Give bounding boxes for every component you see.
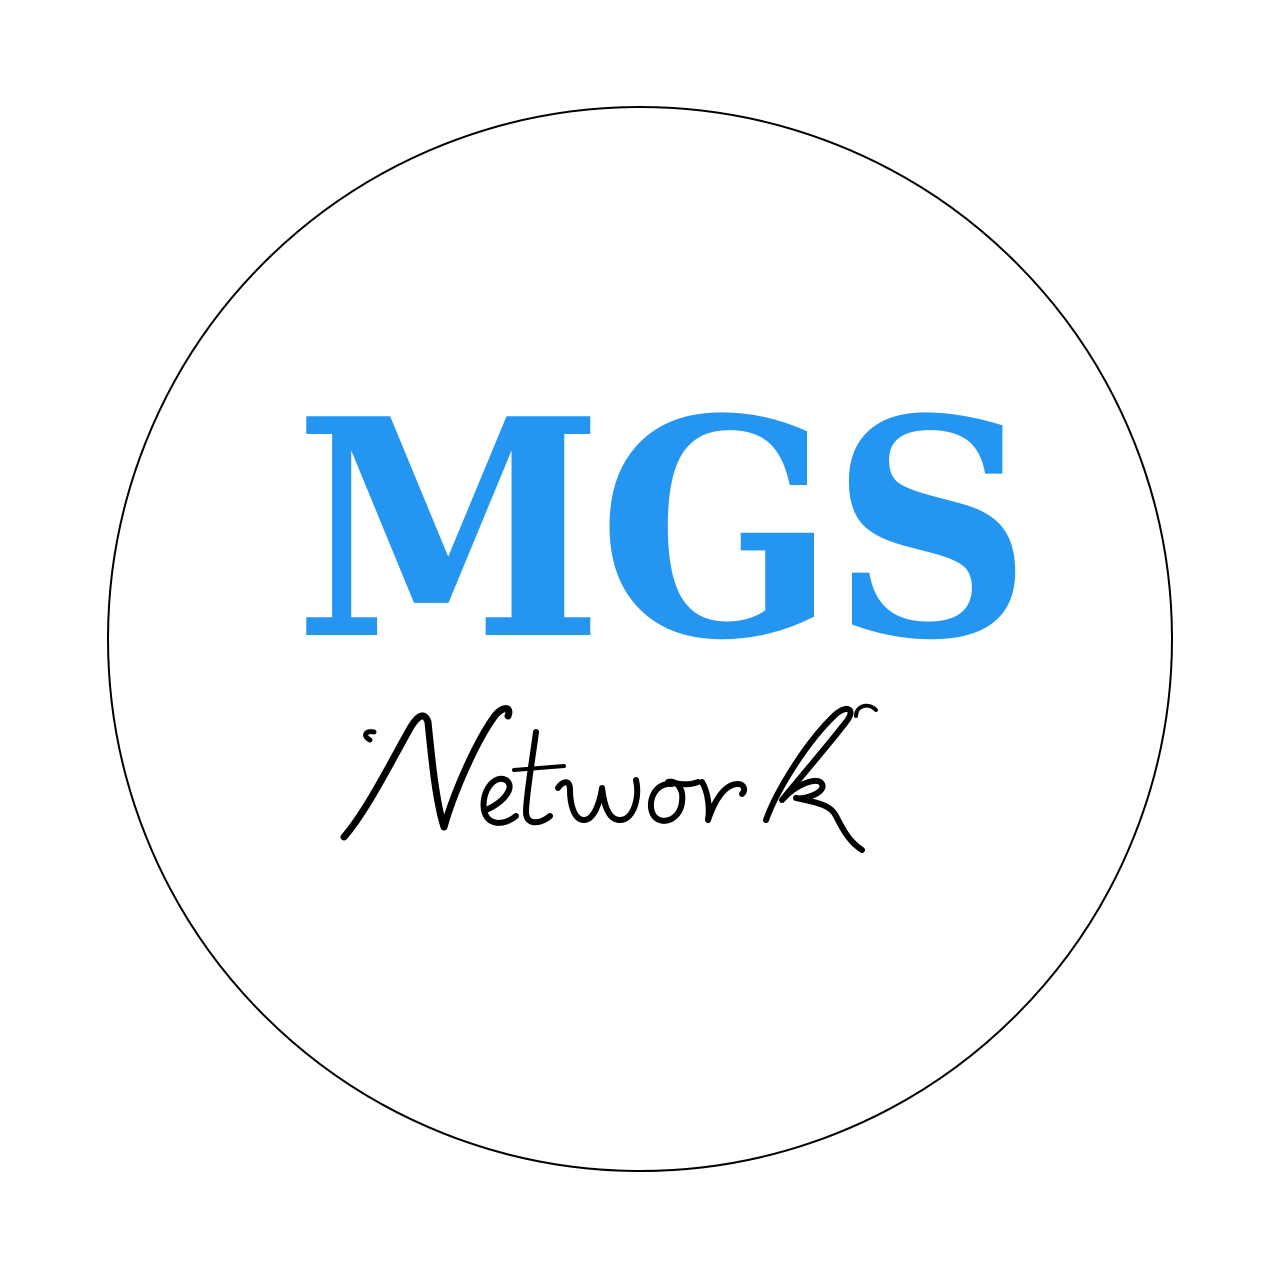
logo-wordmark-primary: MGS <box>300 380 1020 680</box>
logo-primary-text: MGS <box>294 380 1026 680</box>
logo-script-network <box>336 692 926 862</box>
